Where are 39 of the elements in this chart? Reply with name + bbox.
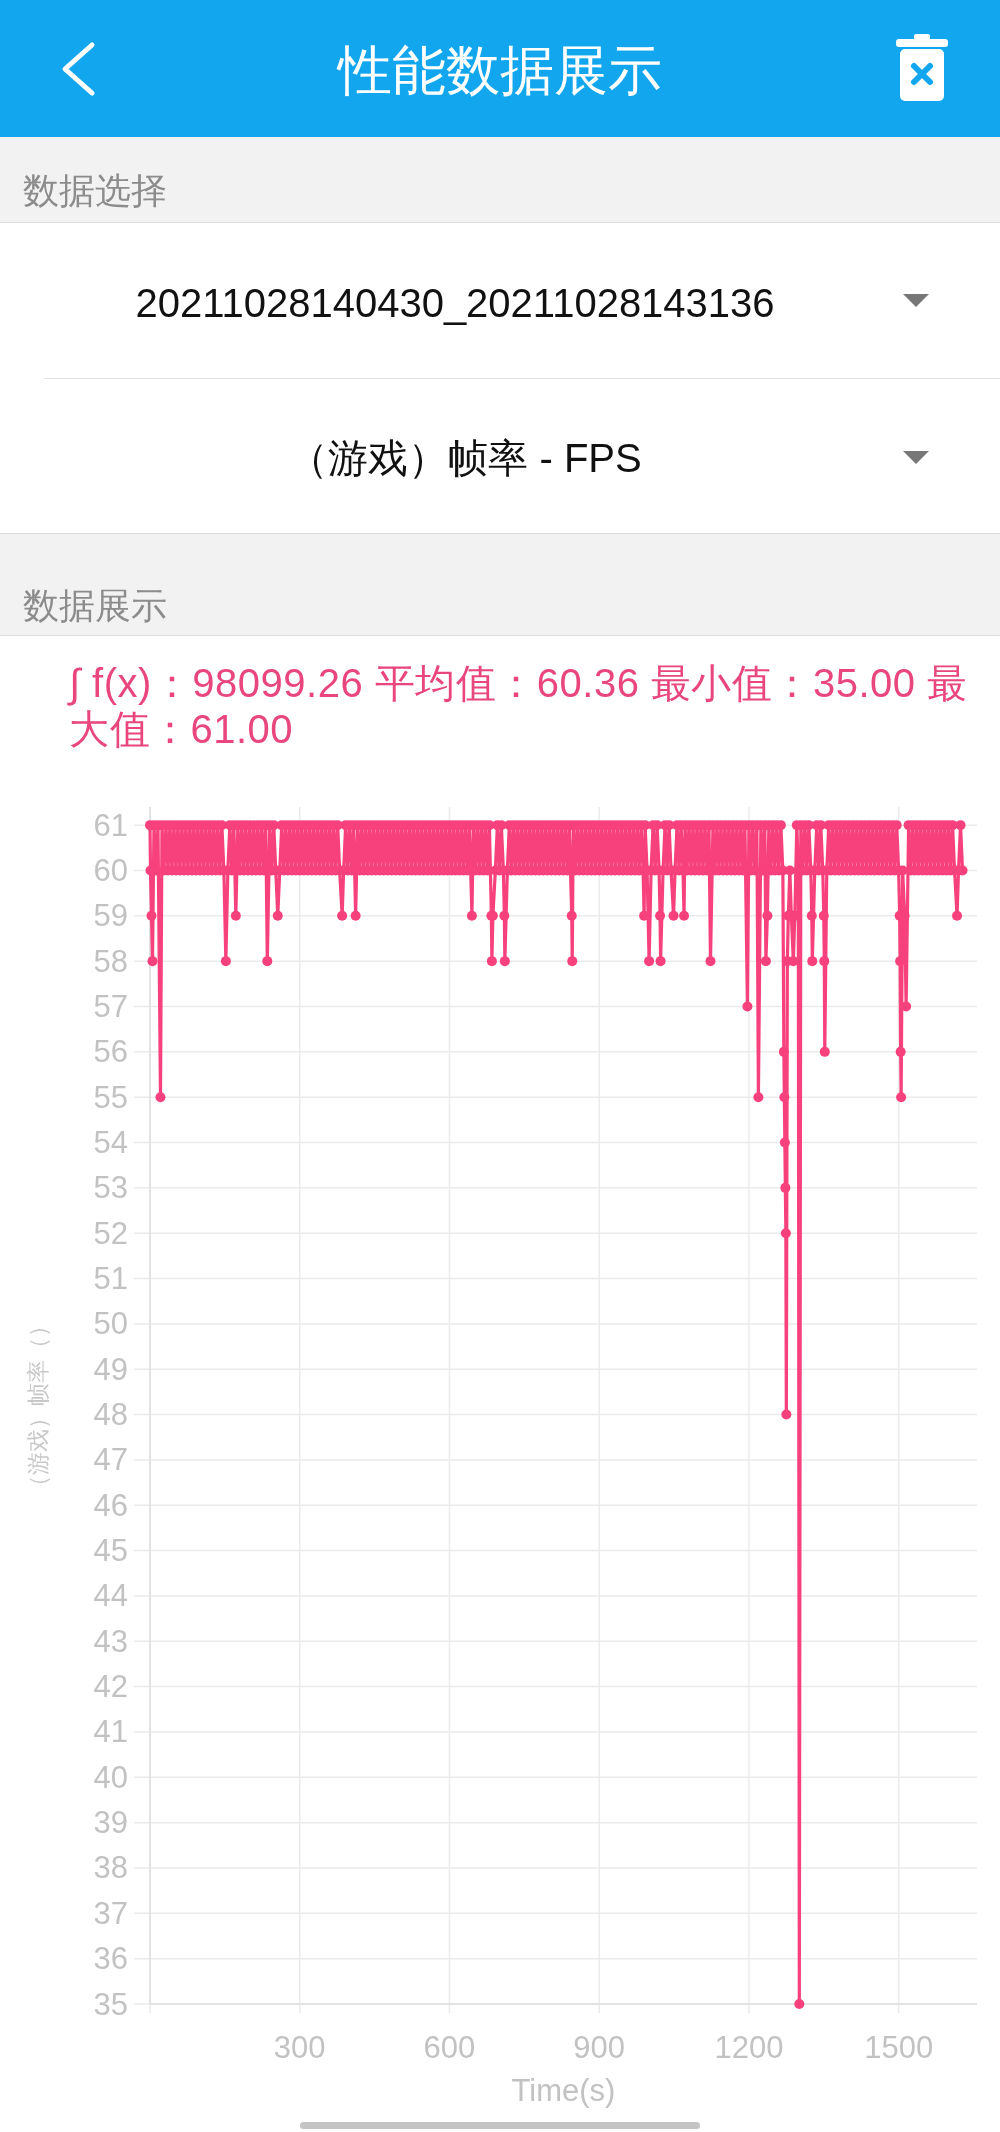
y-tick-label: 49 xyxy=(93,1351,128,1387)
x-tick-label: 1200 xyxy=(714,2029,784,2065)
y-tick-label: 45 xyxy=(93,1533,128,1569)
text: 数据展示 xyxy=(23,585,167,627)
y-tick-label: 46 xyxy=(93,1487,128,1523)
text: 20211028140430_20211028143136 xyxy=(135,280,775,326)
y-tick-label: 44 xyxy=(93,1578,128,1614)
y-tick-label: 55 xyxy=(93,1079,128,1115)
y-tick-label: 42 xyxy=(93,1669,128,1705)
chart-subtitle: ∫ f(x)：98099.26 平均值：60.36 最小值：35.00 最大值：61.00 xyxy=(69,660,969,752)
y-tick-label: 53 xyxy=(93,1170,128,1206)
x-tick-label: 900 xyxy=(573,2029,626,2065)
y-tick-label: 58 xyxy=(93,943,128,979)
y-tick-label: 60 xyxy=(93,852,128,888)
text: 数据选择 xyxy=(23,170,167,212)
y-tick-label: 37 xyxy=(93,1895,128,1931)
chart-title: 性能数据展示 xyxy=(338,38,662,102)
x-axis-title: Time(s) xyxy=(511,2072,616,2108)
y-tick-label: 38 xyxy=(93,1850,128,1886)
y-tick-label: 47 xyxy=(93,1442,128,1478)
y-tick-label: 43 xyxy=(93,1623,128,1659)
y-tick-label: 35 xyxy=(93,1986,128,2022)
y-tick-label: 48 xyxy=(93,1397,128,1433)
y-tick-label: 56 xyxy=(93,1034,128,1070)
y-tick-label: 41 xyxy=(93,1714,128,1750)
y-tick-label: 39 xyxy=(93,1805,128,1841)
y-tick-label: 59 xyxy=(93,898,128,934)
y-tick-label: 51 xyxy=(93,1261,128,1297)
y-tick-label: 61 xyxy=(93,807,128,843)
text: （游戏）帧率 - FPS xyxy=(288,435,642,481)
x-tick-label: 300 xyxy=(273,2029,326,2065)
y-tick-label: 36 xyxy=(93,1941,128,1977)
y-tick-label: 54 xyxy=(93,1125,128,1161)
y-tick-label: 50 xyxy=(93,1306,128,1342)
y-tick-label: 40 xyxy=(93,1759,128,1795)
y-tick-label: 52 xyxy=(93,1215,128,1251)
y-tick-label: 57 xyxy=(93,989,128,1024)
x-tick-label: 1500 xyxy=(864,2029,934,2065)
x-tick-label: 600 xyxy=(423,2029,476,2065)
